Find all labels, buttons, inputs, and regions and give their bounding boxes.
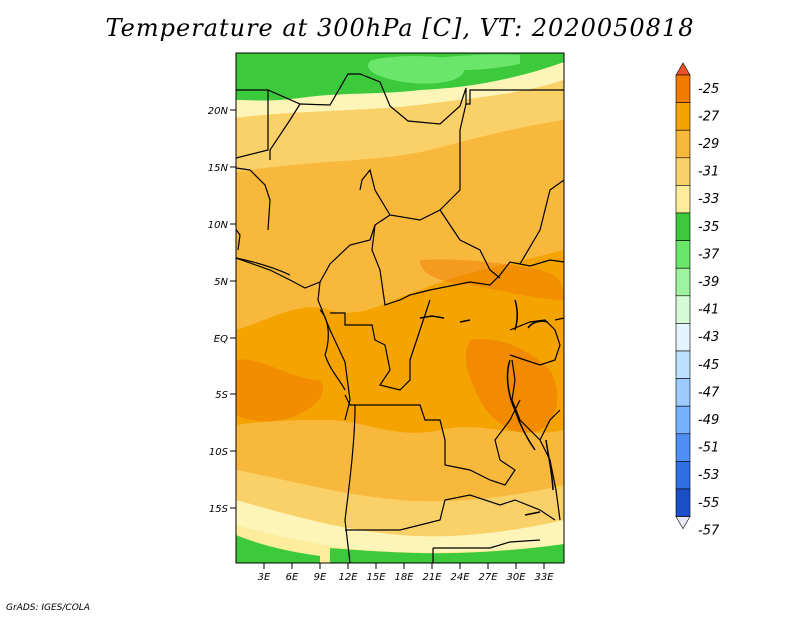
lat-label: 15N bbox=[208, 163, 229, 174]
colorbar-box bbox=[675, 157, 691, 186]
colorbar-label: -47 bbox=[698, 385, 720, 400]
lon-axis: 3E 6E 9E 12E 15E 18E 21E 24E 27E 30E 33E bbox=[258, 563, 554, 583]
lat-axis: 20N 15N 10N 5N EQ 5S 10S 15S bbox=[208, 106, 236, 515]
temperature-field bbox=[236, 53, 564, 563]
lat-label: 10N bbox=[208, 220, 229, 231]
colorbar-box bbox=[675, 102, 691, 131]
colorbar-label: -57 bbox=[698, 523, 720, 538]
lat-label: 15S bbox=[209, 504, 229, 515]
colorbar-label: -37 bbox=[698, 247, 720, 262]
country-borders bbox=[236, 73, 564, 563]
colorbar-label: -27 bbox=[698, 109, 720, 124]
lon-label: 21E bbox=[422, 572, 442, 583]
colorbar-box bbox=[675, 240, 691, 269]
colorbar-label: -49 bbox=[698, 413, 719, 428]
lon-label: 15E bbox=[366, 572, 386, 583]
lake-malawi bbox=[545, 439, 554, 491]
patch-east-darker bbox=[465, 339, 558, 433]
lat-label: 5N bbox=[214, 277, 228, 288]
patch-n-lightgreen-2 bbox=[436, 54, 520, 71]
colorbar-label: -55 bbox=[698, 496, 719, 511]
lake-albert bbox=[514, 299, 518, 331]
colorbar-label: -53 bbox=[698, 468, 719, 483]
band-n-yellow bbox=[236, 80, 564, 172]
lon-label: 3E bbox=[258, 572, 271, 583]
colorbar-label: -45 bbox=[698, 358, 719, 373]
lon-label: 9E bbox=[314, 572, 327, 583]
lake-kariba bbox=[524, 511, 541, 516]
colorbar-label: -25 bbox=[698, 82, 719, 97]
lake-river-1 bbox=[419, 315, 445, 319]
colorbar-label: -51 bbox=[698, 441, 719, 456]
colorbar-box bbox=[675, 267, 691, 297]
credit-text: GrADS: IGES/COLA bbox=[6, 603, 90, 613]
patch-s-green-west bbox=[236, 535, 320, 563]
lon-label: 24E bbox=[450, 572, 470, 583]
lakes bbox=[419, 299, 554, 516]
lon-label: 33E bbox=[534, 572, 554, 583]
colorbar-box bbox=[675, 74, 691, 103]
colorbar-label: -35 bbox=[698, 220, 719, 235]
map-title: Temperature at 300hPa [C], VT: 202005081… bbox=[105, 14, 695, 42]
lat-label: 20N bbox=[208, 106, 229, 117]
colorbar-label: -39 bbox=[698, 275, 719, 290]
colorbar-box bbox=[675, 295, 691, 324]
colorbar-box bbox=[675, 350, 691, 379]
colorbar-box bbox=[675, 323, 691, 352]
colorbar-label: -33 bbox=[698, 192, 719, 207]
colorbar-arrow-top bbox=[675, 62, 691, 76]
lon-label: 30E bbox=[506, 572, 526, 583]
lat-label: 5S bbox=[215, 390, 228, 401]
lon-label: 6E bbox=[286, 572, 299, 583]
lon-label: 27E bbox=[478, 572, 498, 583]
lake-tanganyika bbox=[506, 359, 536, 451]
patch-s-green-east bbox=[330, 544, 564, 563]
colorbar-box bbox=[675, 185, 691, 214]
colorbar-label: -31 bbox=[698, 165, 719, 180]
colorbar-box bbox=[675, 461, 691, 490]
patch-ne-darker bbox=[420, 259, 564, 300]
colorbar-label: -41 bbox=[698, 303, 719, 318]
lon-label: 12E bbox=[338, 572, 358, 583]
colorbar-box bbox=[675, 129, 691, 159]
colorbar-box bbox=[675, 488, 691, 517]
lon-label: 18E bbox=[394, 572, 414, 583]
colorbar-label: -43 bbox=[698, 330, 719, 345]
colorbar-label: -29 bbox=[698, 137, 719, 152]
map-frame bbox=[235, 52, 565, 564]
colorbar-box bbox=[675, 405, 691, 435]
colorbar-box bbox=[675, 378, 691, 407]
colorbar-box bbox=[675, 433, 691, 462]
colorbar: -25 -27 -29 -31 -33 -35 -37 -39 -41 -43 -45 -47 -49 -… bbox=[675, 62, 720, 538]
lake-victoria-west bbox=[527, 320, 549, 329]
colorbar-box bbox=[675, 212, 691, 241]
lat-label: EQ bbox=[214, 334, 228, 345]
lake-river-2 bbox=[459, 319, 471, 323]
patch-sw-darker bbox=[236, 359, 324, 422]
lat-label: 10S bbox=[209, 447, 229, 458]
colorbar-arrow-bottom bbox=[675, 516, 691, 530]
